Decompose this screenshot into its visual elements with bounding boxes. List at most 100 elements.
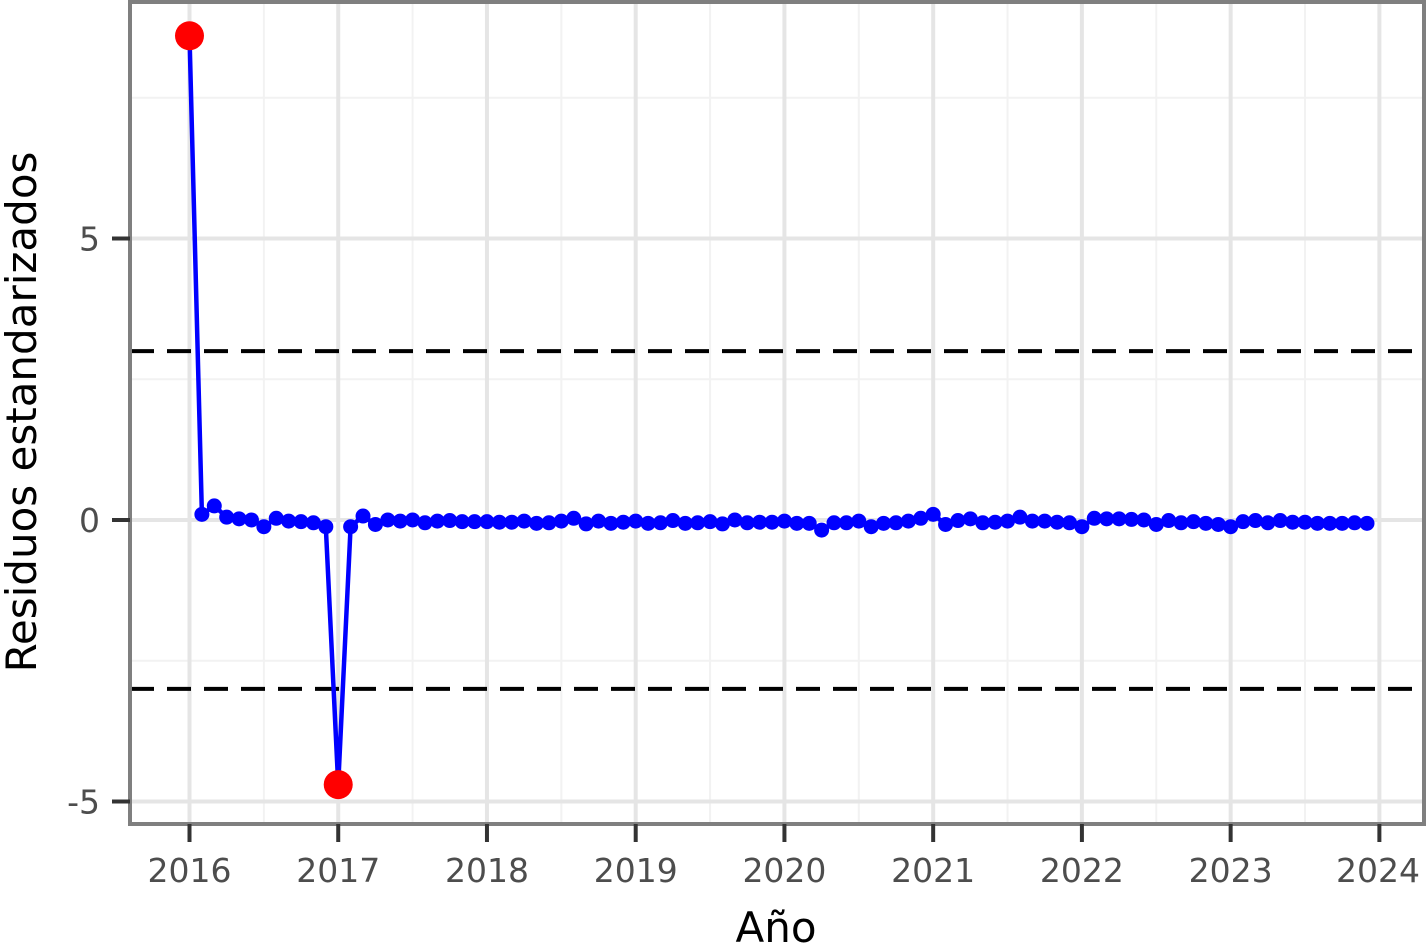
data-point [962, 511, 978, 527]
data-point [776, 513, 792, 529]
data-point [888, 515, 904, 531]
data-point [863, 519, 879, 535]
data-point [1272, 513, 1288, 529]
data-point [1099, 511, 1115, 527]
x-axis-ticks: 2016 2017 2018 2019 2020 2021 2022 2023 2024 [148, 824, 1420, 890]
data-point [739, 515, 755, 531]
data-point [615, 514, 631, 530]
series-points-group [181, 28, 1375, 793]
data-point [1111, 511, 1127, 527]
data-point [814, 522, 830, 538]
x-tick-label: 2021 [891, 851, 975, 890]
x-tick-label: 2022 [1040, 851, 1124, 890]
data-point [665, 513, 681, 529]
data-point [194, 506, 210, 522]
series-line-group [187, 35, 1368, 787]
data-point [690, 515, 706, 531]
data-point [219, 509, 235, 525]
x-tick-label: 2017 [296, 851, 380, 890]
x-tick-label: 2024 [1336, 851, 1420, 890]
data-point [504, 514, 520, 530]
data-point [1012, 509, 1028, 525]
data-point [1285, 514, 1301, 530]
data-point [305, 515, 321, 531]
data-point [256, 519, 272, 535]
data-point [876, 515, 892, 531]
data-point [1000, 513, 1016, 529]
data-point [1260, 515, 1276, 531]
data-point [1024, 513, 1040, 529]
data-point [1359, 515, 1375, 531]
data-point [1334, 515, 1350, 531]
y-tick-label: -5 [67, 782, 100, 821]
data-point [553, 513, 569, 529]
y-tick-label: 5 [79, 219, 100, 258]
data-point [1297, 514, 1313, 530]
data-point [1074, 519, 1090, 535]
data-point [714, 516, 730, 532]
data-point [1223, 519, 1239, 535]
data-point [454, 514, 470, 530]
data-point [1173, 515, 1189, 531]
data-point [529, 515, 545, 531]
y-axis-ticks: -5 0 5 [67, 219, 130, 821]
data-point [417, 515, 433, 531]
data-point [1062, 515, 1078, 531]
data-point [652, 515, 668, 531]
data-point [938, 516, 954, 532]
data-point [1161, 513, 1177, 529]
data-point [1086, 510, 1102, 526]
data-point [479, 514, 495, 530]
outlier-point [323, 770, 353, 800]
data-point [1322, 515, 1338, 531]
data-point [367, 516, 383, 532]
highlight-points-group [174, 21, 353, 800]
x-tick-label: 2018 [445, 851, 529, 890]
reference-lines [130, 349, 1424, 691]
data-point [1347, 515, 1363, 531]
outlier-point [174, 21, 204, 51]
data-point [1136, 512, 1152, 528]
data-point [1210, 516, 1226, 532]
data-point [900, 513, 916, 529]
data-point [591, 513, 607, 529]
data-point [380, 512, 396, 528]
data-point [789, 515, 805, 531]
data-point [987, 514, 1003, 530]
data-point [838, 515, 854, 531]
data-point [231, 511, 247, 527]
data-point [392, 513, 408, 529]
data-point [702, 514, 718, 530]
y-tick-label: 0 [79, 501, 100, 540]
data-point [268, 510, 284, 526]
x-tick-label: 2020 [742, 851, 826, 890]
data-point [603, 515, 619, 531]
data-point [727, 512, 743, 528]
data-point [318, 519, 334, 535]
data-point [1247, 513, 1263, 529]
data-point [442, 513, 458, 529]
data-point [1185, 514, 1201, 530]
data-point [1198, 515, 1214, 531]
data-point [566, 510, 582, 526]
data-point [516, 513, 532, 529]
major-gridlines [130, 2, 1424, 824]
data-point [851, 513, 867, 529]
data-point [541, 515, 557, 531]
data-point [1235, 514, 1251, 530]
data-point [677, 515, 693, 531]
data-point [764, 514, 780, 530]
data-point [206, 498, 222, 514]
x-tick-label: 2019 [594, 851, 678, 890]
data-point [913, 510, 929, 526]
data-point [925, 506, 941, 522]
data-point [801, 515, 817, 531]
data-point [628, 513, 644, 529]
data-point [429, 513, 445, 529]
data-point [243, 512, 259, 528]
data-point [826, 515, 842, 531]
data-point [578, 516, 594, 532]
panel-border [128, 0, 1426, 826]
y-axis-title: Residuos estandarizados [0, 152, 46, 673]
data-point [1037, 513, 1053, 529]
